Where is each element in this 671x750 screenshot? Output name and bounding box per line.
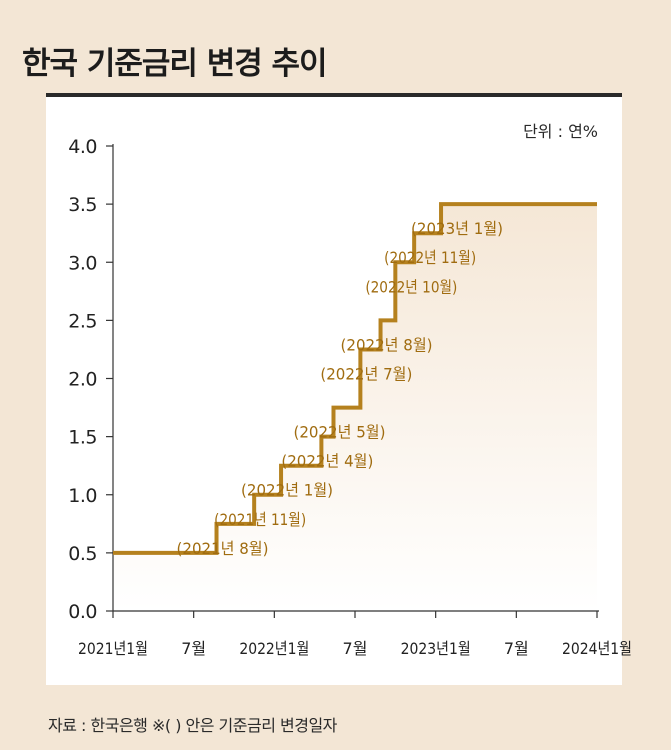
y-tick-label: 0.0: [68, 601, 97, 623]
y-tick-label: 2.0: [68, 369, 97, 391]
y-tick-label: 3.5: [68, 194, 97, 216]
unit-label: 단위 : 연%: [523, 122, 598, 141]
y-tick-label: 2.5: [68, 310, 97, 332]
x-tick-label: 2023년1월: [401, 639, 471, 658]
x-tick-label: 7월: [504, 639, 529, 658]
rate-change-label: (2021년 8월): [177, 539, 269, 558]
y-tick-label: 0.5: [68, 543, 97, 565]
rate-change-label: (2021년 11월): [214, 510, 306, 529]
rate-change-label: (2023년 1월): [411, 219, 503, 238]
y-tick-label: 1.5: [68, 427, 97, 449]
chart-title: 한국 기준금리 변경 추이: [22, 46, 328, 82]
rate-change-label: (2022년 8월): [341, 335, 433, 354]
x-tick-label: 2024년1월: [562, 639, 632, 658]
rate-change-label: (2022년 7월): [320, 364, 412, 383]
x-tick-label: 2022년1월: [239, 639, 309, 658]
rate-change-label: (2022년 10월): [365, 277, 457, 296]
x-tick-label: 2021년1월: [78, 639, 148, 658]
rate-change-label: (2022년 4월): [281, 452, 373, 471]
rate-change-label: (2022년 5월): [293, 423, 385, 442]
title-rule: [46, 93, 622, 97]
rate-change-label: (2022년 11월): [384, 248, 476, 267]
x-tick-label: 7월: [181, 639, 206, 658]
rate-step-line: [113, 202, 597, 555]
y-tick-label: 3.0: [68, 252, 97, 274]
rate-change-label: (2022년 1월): [241, 481, 333, 500]
y-tick-label: 1.0: [68, 485, 97, 507]
x-tick-label: 7월: [343, 639, 368, 658]
source-note: 자료 : 한국은행 ※( ) 안은 기준금리 변경일자: [48, 716, 337, 735]
y-tick-label: 4.0: [68, 136, 97, 158]
